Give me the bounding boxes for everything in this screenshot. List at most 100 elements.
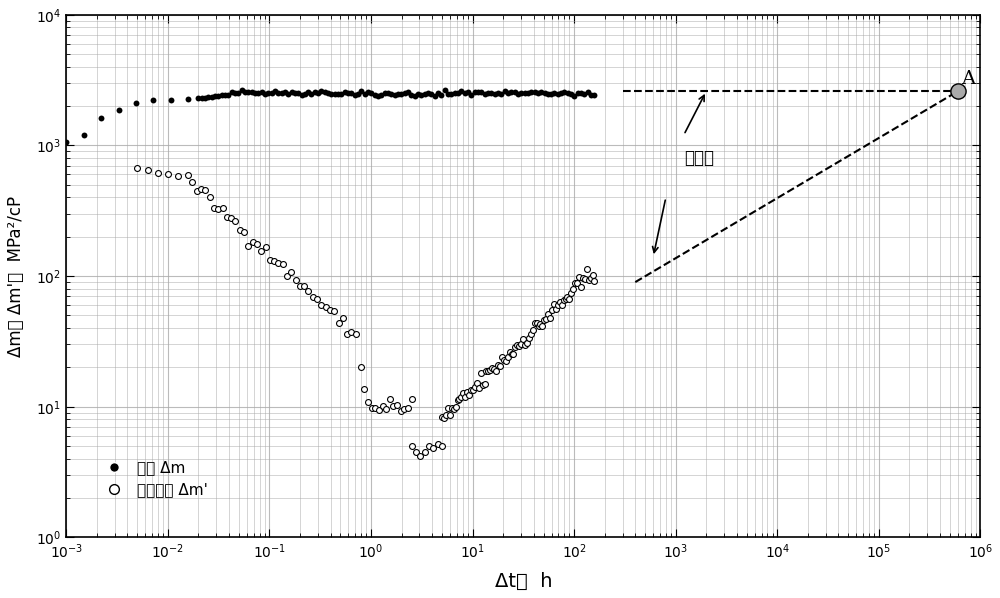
Point bbox=[313, 86, 329, 96]
Point bbox=[393, 406, 409, 416]
Text: 延长线: 延长线 bbox=[684, 149, 714, 167]
Point bbox=[543, 90, 559, 99]
Point bbox=[515, 334, 531, 344]
Point bbox=[500, 89, 516, 98]
Point bbox=[436, 413, 452, 422]
Point bbox=[496, 355, 512, 365]
Point bbox=[448, 402, 464, 412]
Point bbox=[129, 163, 145, 173]
Point bbox=[566, 91, 582, 101]
Point bbox=[487, 89, 503, 99]
Point bbox=[517, 88, 533, 97]
Point bbox=[565, 285, 581, 294]
Point bbox=[532, 319, 548, 328]
Point bbox=[76, 131, 92, 141]
Point bbox=[287, 88, 303, 97]
Point bbox=[197, 185, 213, 194]
Point bbox=[404, 441, 420, 451]
Point bbox=[150, 168, 166, 178]
Point bbox=[343, 327, 359, 337]
Point bbox=[197, 93, 213, 103]
Point bbox=[527, 318, 543, 328]
Point bbox=[283, 267, 299, 277]
Point bbox=[550, 300, 566, 310]
Point bbox=[434, 412, 450, 422]
Point bbox=[579, 264, 595, 274]
Point bbox=[360, 397, 376, 407]
Point bbox=[484, 363, 500, 373]
Point bbox=[585, 270, 601, 280]
Point bbox=[303, 89, 319, 99]
Point bbox=[215, 203, 231, 213]
Point bbox=[300, 87, 316, 96]
Point bbox=[488, 366, 504, 376]
Point bbox=[267, 87, 283, 96]
Point bbox=[309, 295, 325, 304]
Point bbox=[378, 404, 394, 414]
Point bbox=[219, 213, 235, 222]
Point bbox=[417, 90, 433, 99]
Point bbox=[300, 286, 316, 296]
Point bbox=[559, 292, 575, 301]
Point bbox=[397, 88, 413, 97]
Point bbox=[280, 89, 296, 99]
Point bbox=[322, 305, 338, 315]
Point bbox=[560, 88, 576, 97]
Point bbox=[577, 274, 593, 284]
Point bbox=[513, 340, 529, 349]
Point bbox=[446, 404, 462, 414]
Point bbox=[525, 325, 541, 334]
Point bbox=[310, 89, 326, 98]
Point bbox=[546, 299, 562, 309]
Point bbox=[249, 239, 265, 249]
Point bbox=[438, 410, 454, 420]
Point bbox=[531, 321, 547, 331]
Y-axis label: Δm， Δm'，  MPa²/cP: Δm， Δm'， MPa²/cP bbox=[7, 196, 25, 356]
Legend: 压力 Δm, 压力导数 Δm': 压力 Δm, 压力导数 Δm' bbox=[92, 454, 213, 504]
Point bbox=[519, 338, 535, 348]
Point bbox=[274, 89, 290, 98]
Point bbox=[442, 410, 458, 419]
Point bbox=[494, 352, 510, 362]
Point bbox=[569, 279, 585, 288]
Point bbox=[258, 242, 274, 252]
Point bbox=[240, 87, 256, 97]
Point bbox=[413, 90, 429, 99]
Point bbox=[493, 89, 509, 99]
Point bbox=[262, 255, 278, 264]
Point bbox=[393, 90, 409, 99]
Point bbox=[430, 439, 446, 448]
Point bbox=[340, 88, 356, 97]
Point bbox=[140, 165, 156, 175]
Point bbox=[204, 92, 220, 102]
Point bbox=[396, 404, 412, 414]
Point bbox=[540, 89, 556, 99]
Point bbox=[160, 170, 176, 179]
Point bbox=[360, 87, 376, 97]
Point bbox=[550, 90, 566, 99]
Point bbox=[451, 394, 467, 404]
Point bbox=[363, 88, 379, 97]
Point bbox=[237, 87, 253, 97]
Point bbox=[275, 259, 291, 269]
Point bbox=[389, 399, 405, 409]
Point bbox=[290, 89, 306, 98]
Point bbox=[279, 271, 295, 280]
Point bbox=[412, 451, 428, 461]
Point bbox=[523, 329, 539, 338]
Point bbox=[500, 352, 516, 362]
Point bbox=[567, 279, 583, 288]
Point bbox=[367, 404, 383, 413]
Point bbox=[277, 87, 293, 96]
Point bbox=[353, 362, 369, 371]
Point bbox=[417, 447, 433, 457]
Point bbox=[58, 138, 74, 147]
Point bbox=[356, 385, 372, 394]
Point bbox=[404, 395, 420, 404]
Point bbox=[180, 170, 196, 179]
Point bbox=[292, 282, 308, 291]
Point bbox=[482, 365, 498, 374]
Point bbox=[385, 401, 401, 411]
Point bbox=[220, 90, 236, 99]
Point bbox=[573, 89, 589, 98]
